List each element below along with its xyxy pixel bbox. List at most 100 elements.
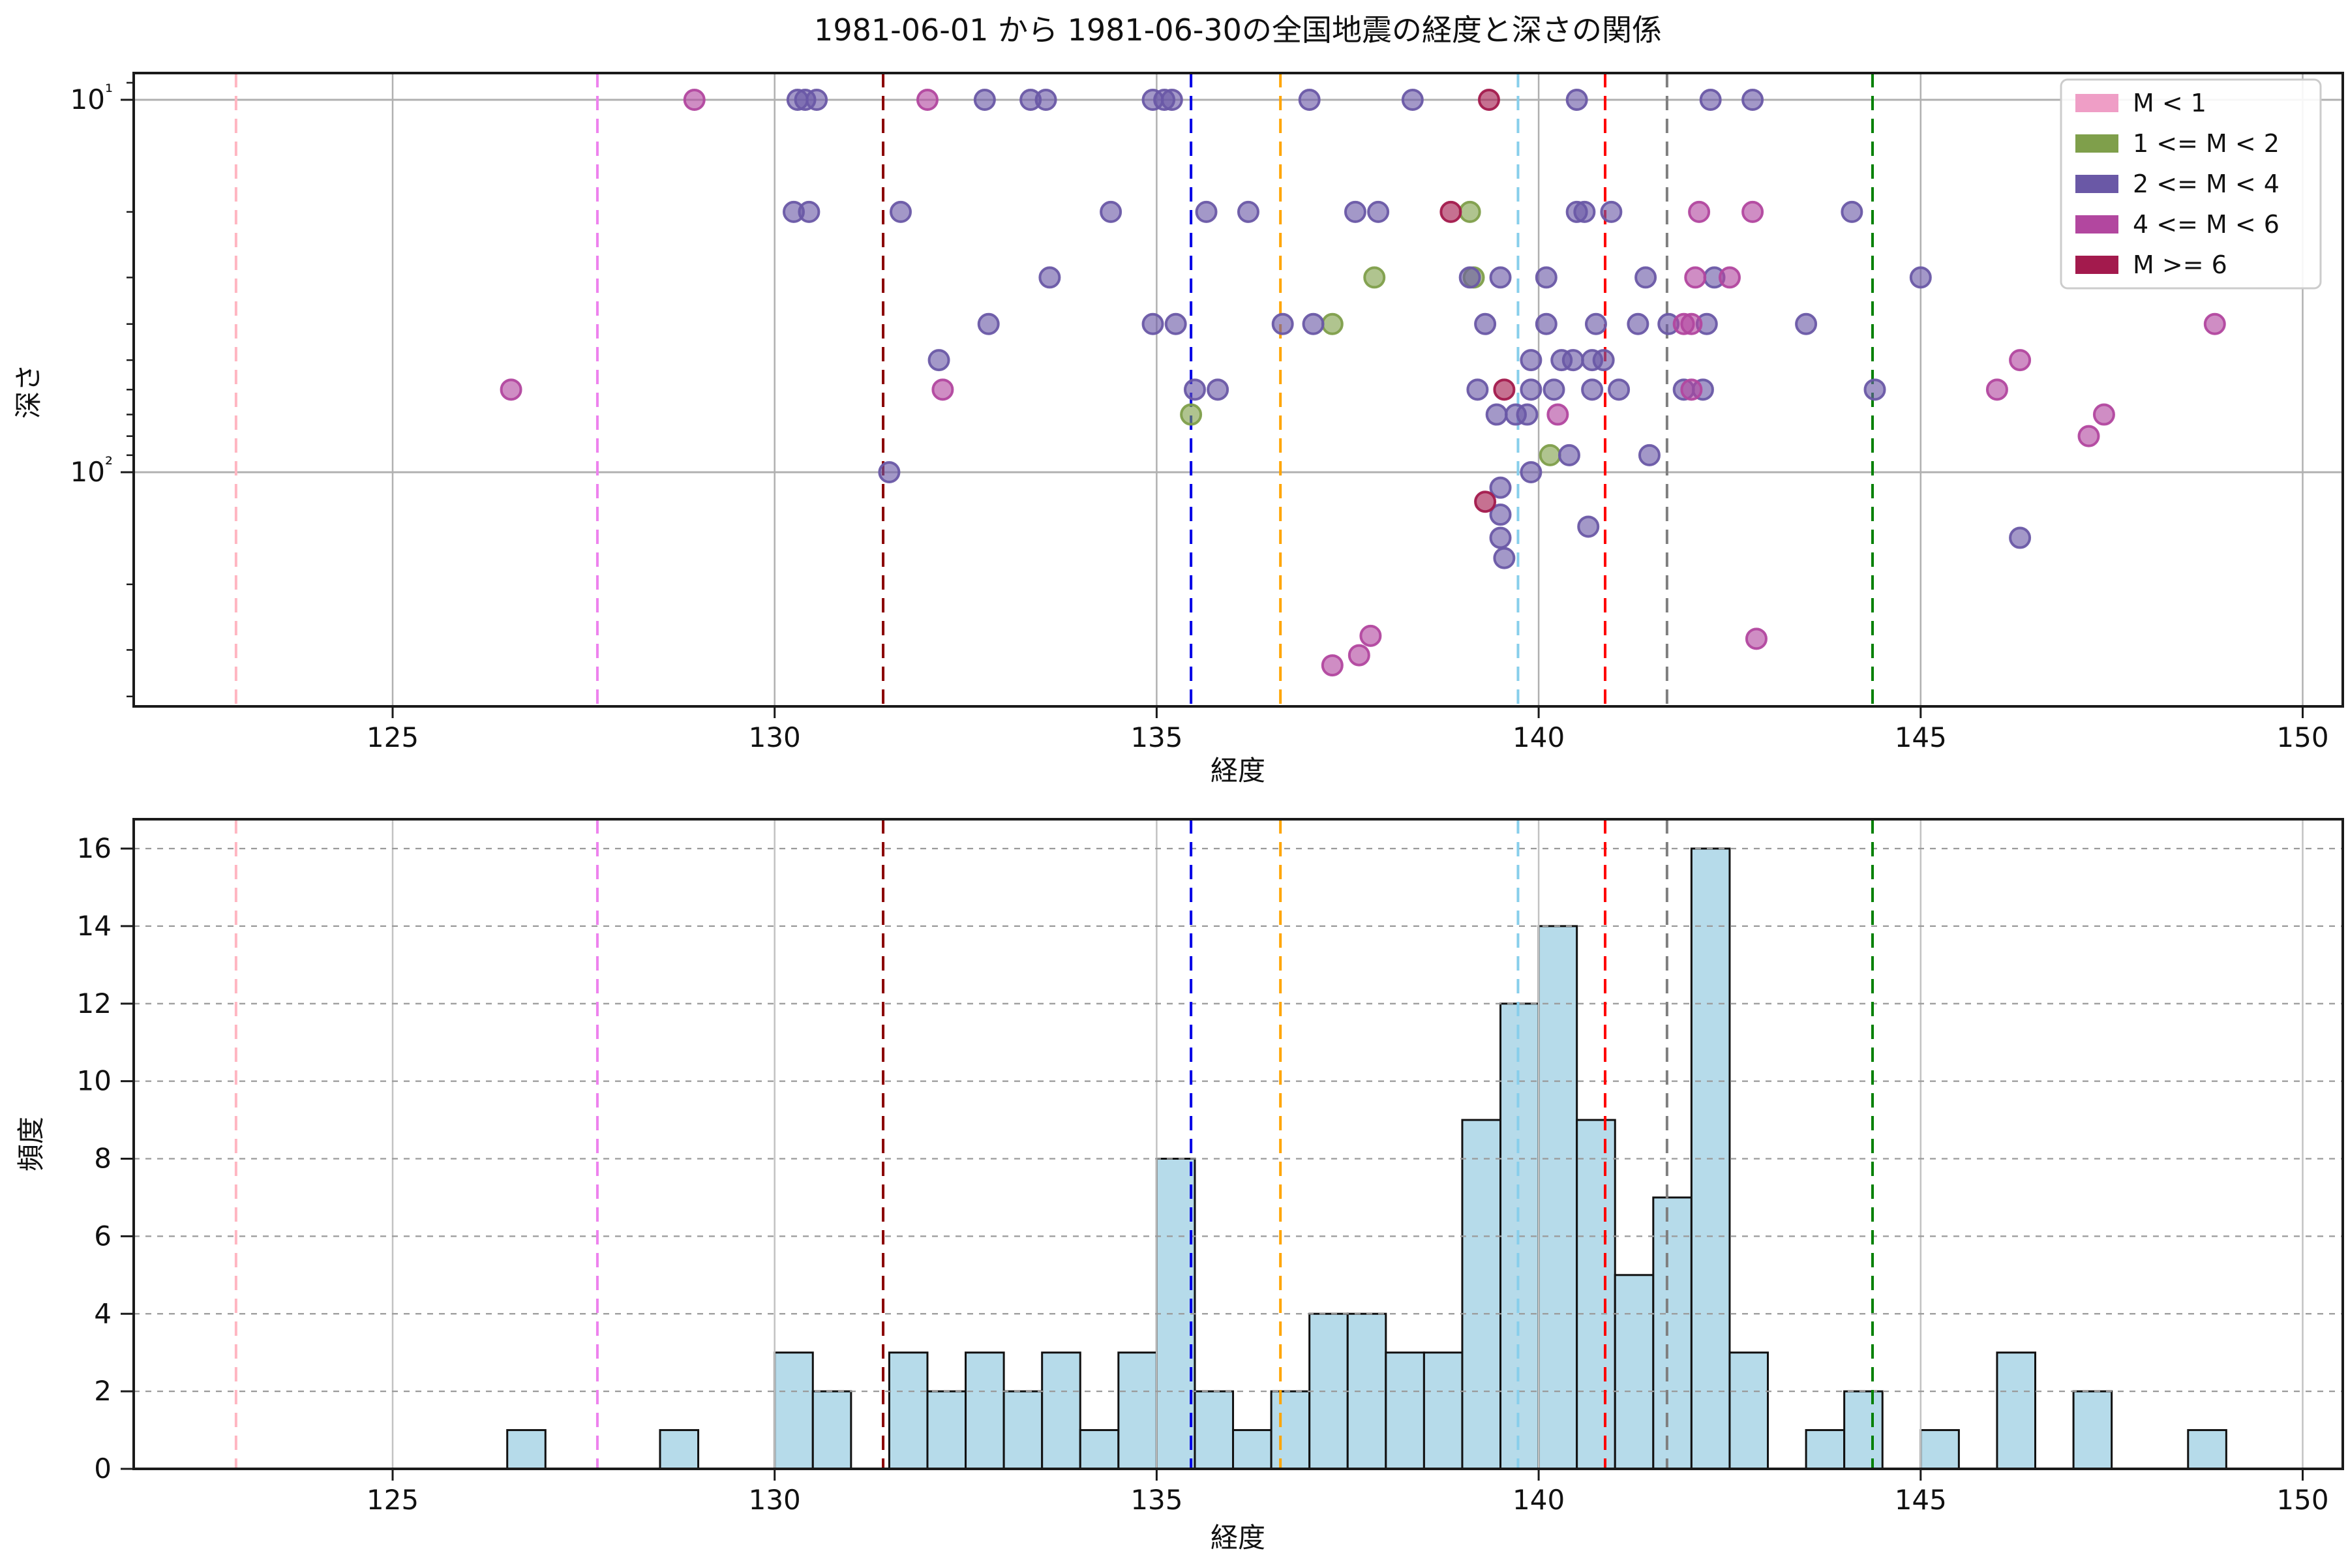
hist-bar (1232, 1429, 1272, 1470)
scatter-point (916, 89, 939, 111)
scatter-point (2092, 403, 2115, 426)
hist-bar (1155, 1158, 1196, 1470)
hist-bar (2187, 1429, 2227, 1470)
scatter-point (1141, 312, 1164, 335)
hist-bar (1919, 1429, 1960, 1470)
scatter-points-layer (500, 89, 2226, 677)
scatter-point (1680, 312, 1703, 335)
hist-bar (1041, 1351, 1081, 1470)
histogram-xlabel: 経度 (1211, 1522, 1265, 1554)
scatter-point (683, 89, 706, 111)
scatter-point (1608, 378, 1631, 401)
scatter-point (1038, 266, 1061, 289)
scatter-point (1581, 378, 1604, 401)
scatter-point (1489, 526, 1512, 549)
legend-swatch (2075, 134, 2118, 153)
x-tick-label: 125 (367, 721, 419, 753)
x-tick-label: 135 (1130, 721, 1182, 753)
scatter-vlines-layer (234, 73, 1874, 706)
hist-bar (1385, 1351, 1425, 1470)
y-tick-label: 10² (70, 453, 113, 488)
y-tick-label: 4 (94, 1297, 112, 1329)
hist-bar (1652, 1196, 1693, 1470)
y-tick-label: 2 (94, 1375, 112, 1407)
scatter-point (1367, 200, 1390, 223)
scatter-point (1561, 349, 1584, 372)
x-tick-label: 150 (2276, 721, 2328, 753)
scatter-point (1543, 378, 1565, 401)
hist-bar (1117, 1351, 1158, 1470)
scatter-point (1363, 266, 1386, 289)
scatter-point (2009, 526, 2032, 549)
y-tick-label: 16 (77, 832, 112, 864)
scatter-point (1160, 89, 1183, 111)
legend-swatch (2075, 175, 2118, 193)
scatter-point (1034, 89, 1057, 111)
scatter-point (1474, 312, 1497, 335)
scatter-point (1546, 403, 1569, 426)
legend-box (2060, 78, 2322, 290)
x-tick-label: 140 (1513, 1484, 1565, 1516)
figure-title: 1981-06-01 から 1981-06-30の全国地震の経度と深さの関係 (814, 12, 1662, 48)
legend-swatch (2075, 94, 2118, 112)
scatter-grid-layer (134, 73, 2343, 706)
y-tick-label: 8 (94, 1143, 112, 1175)
scatter-point (1909, 266, 1932, 289)
scatter-point (1458, 266, 1481, 289)
scatter-point (1577, 515, 1600, 538)
scatter-point (1634, 266, 1657, 289)
scatter-plot-border (132, 72, 2344, 708)
y-tick-label: 0 (94, 1453, 112, 1485)
scatter-point (1359, 624, 1382, 647)
scatter-point (1516, 403, 1539, 426)
scatter-point (1207, 378, 1229, 401)
scatter-point (1627, 312, 1649, 335)
y-tick-label: 14 (77, 910, 112, 942)
y-tick-label: 10 (77, 1065, 112, 1097)
scatter-point (1466, 378, 1489, 401)
scatter-point (2077, 425, 2100, 447)
hist-bar (1843, 1390, 1884, 1470)
scatter-xlabel: 経度 (1211, 755, 1265, 787)
y-tick-label: 10¹ (70, 81, 113, 115)
scatter-point (1474, 490, 1497, 513)
hist-bar (1614, 1274, 1655, 1470)
hist-bar (1270, 1390, 1311, 1470)
scatter-point (2009, 349, 2032, 372)
scatter-point (1439, 200, 1462, 223)
scatter-point (1520, 378, 1543, 401)
scatter-point (1520, 461, 1543, 483)
scatter-point (798, 200, 820, 223)
scatter-point (1321, 654, 1344, 677)
scatter-point (931, 378, 954, 401)
hist-bar (1728, 1351, 1769, 1470)
scatter-point (1573, 200, 1596, 223)
scatter-point (1477, 89, 1500, 111)
scatter-point (1493, 547, 1516, 569)
scatter-point (1489, 476, 1512, 499)
scatter-point (1699, 89, 1722, 111)
hist-bar (965, 1351, 1005, 1470)
legend-swatch (2075, 256, 2118, 274)
histogram-grid-layer (134, 819, 2343, 1469)
scatter-point (1535, 266, 1558, 289)
legend-label: 1 <= M < 2 (2133, 129, 2280, 158)
scatter-point (977, 312, 1000, 335)
scatter-point (1592, 349, 1615, 372)
scatter-legend: M < 1 1 <= M < 2 2 <= M < 4 4 <= M < 6 M >= … (2060, 78, 2322, 290)
scatter-point (1558, 444, 1580, 466)
x-tick-label: 135 (1130, 1484, 1182, 1516)
hist-bar (1308, 1312, 1349, 1470)
hist-bar (1576, 1119, 1616, 1470)
scatter-point (1863, 378, 1886, 401)
x-tick-label: 150 (2276, 1484, 2328, 1516)
scatter-point (1164, 312, 1187, 335)
scatter-point (878, 461, 901, 483)
scatter-point (1684, 266, 1707, 289)
scatter-point (1841, 200, 1863, 223)
scatter-point (1985, 378, 2008, 401)
scatter-point (1180, 403, 1203, 426)
scatter-point (1183, 378, 1206, 401)
scatter-ylabel: 深さ (12, 364, 44, 419)
